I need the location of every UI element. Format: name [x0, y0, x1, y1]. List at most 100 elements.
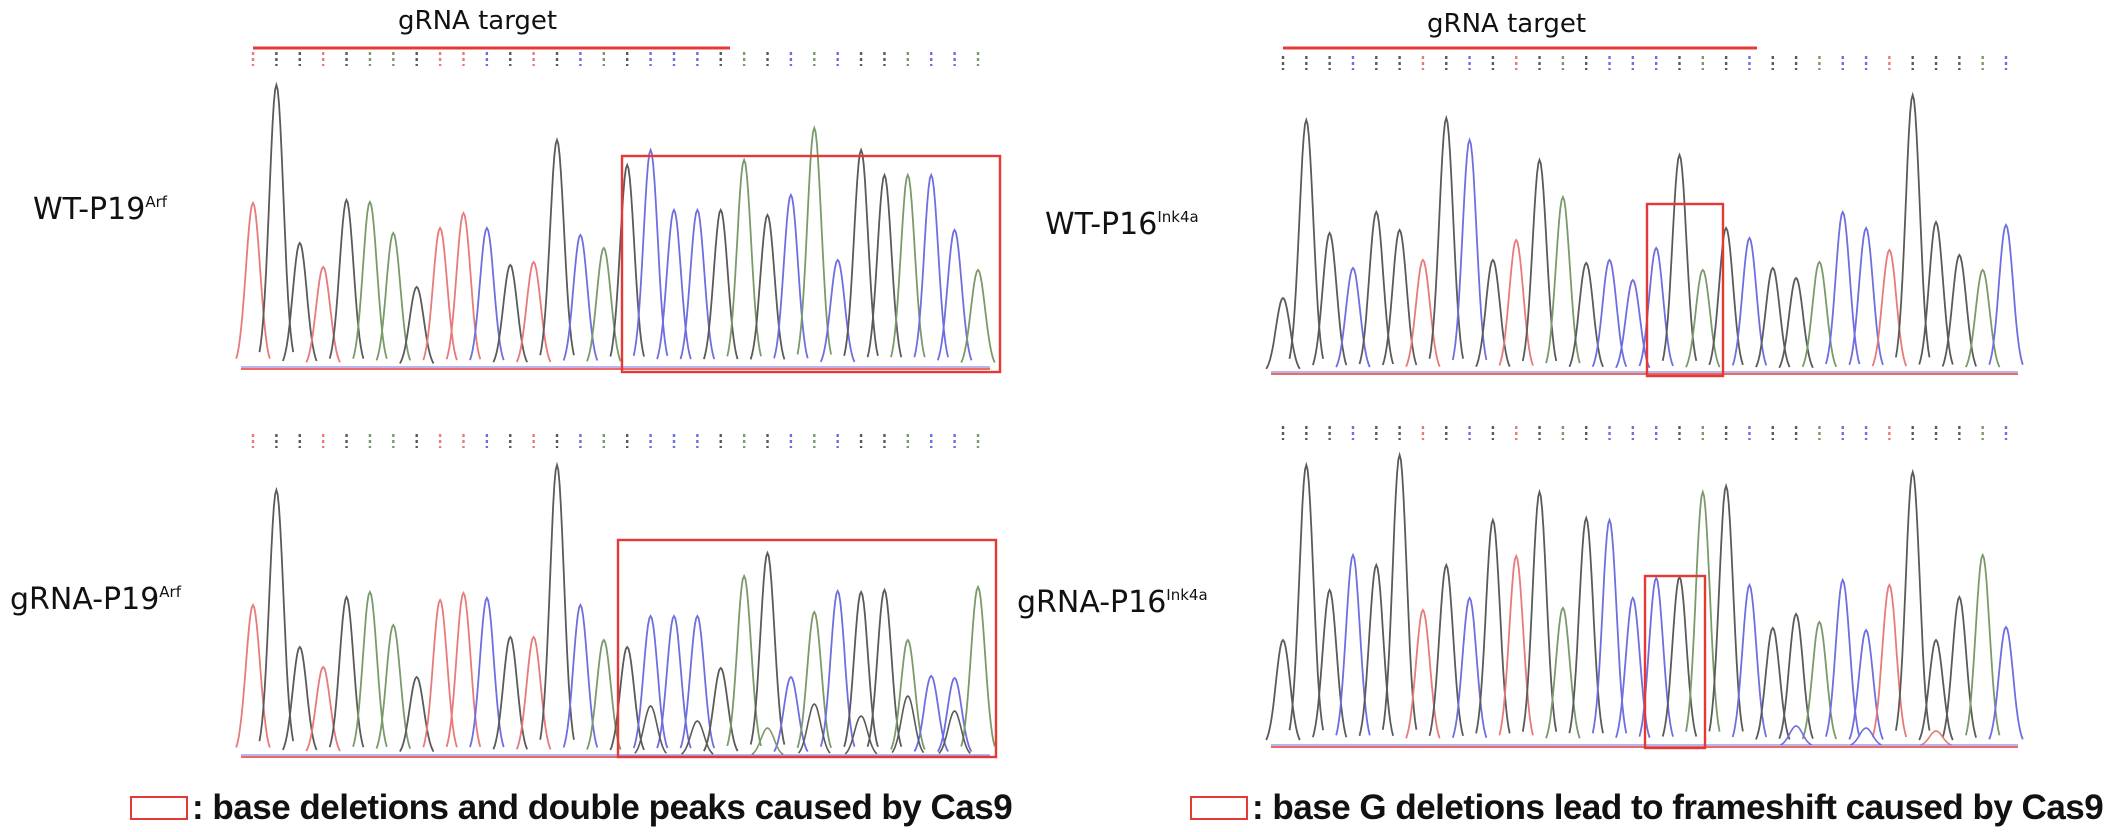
highlight-box	[620, 154, 1002, 374]
chromatogram-peak	[703, 666, 739, 752]
chromatogram-peak	[1801, 260, 1838, 368]
chromatogram-peak	[1871, 582, 1908, 738]
chromatogram-peak	[282, 645, 318, 751]
chromatogram-peak	[1825, 577, 1861, 737]
sample-label-wt-p16: WT-P16Ink4a	[1045, 207, 1199, 242]
chromatogram-peak	[726, 157, 762, 357]
sample-name: WT-P16	[1045, 207, 1158, 242]
chromatogram-peak	[1568, 261, 1604, 368]
chromatogram-peak	[1965, 552, 2001, 736]
chromatogram-peak	[749, 550, 786, 745]
chromatogram-peak	[469, 226, 505, 361]
sample-name: gRNA-P19	[10, 582, 160, 617]
chromatogram-peak	[1918, 638, 1954, 741]
chromatogram-peak	[422, 597, 458, 748]
grna-target-label: gRNA target	[1427, 9, 1587, 39]
chromatogram-peak	[375, 623, 412, 749]
chromatogram-peak	[796, 610, 832, 749]
chromatogram-peak	[1591, 517, 1628, 734]
panel-grna-p16	[1265, 426, 2024, 750]
chromatogram-peak	[1475, 517, 1511, 734]
chromatogram-peak	[469, 595, 505, 748]
sample-label-grna-p19: gRNA-P19Arf	[10, 582, 181, 617]
chromatogram-peak	[1405, 258, 1441, 368]
chromatogram-peak	[1381, 451, 1418, 730]
chromatogram-peak	[726, 573, 762, 747]
highlight-box	[1643, 574, 1707, 750]
grna-target-label: gRNA target	[398, 6, 558, 36]
gene-superscript: Ink4a	[1157, 208, 1199, 226]
chromatogram-peak	[1265, 638, 1301, 741]
chromatogram-peak	[1941, 253, 1977, 367]
chromatogram-peak	[258, 81, 295, 353]
legend-right-text: : base G deletions lead to frameshift ca…	[1252, 788, 2104, 827]
chromatogram-peak	[492, 635, 528, 750]
chromatogram-peak	[819, 588, 856, 747]
chromatogram-peak	[679, 207, 716, 360]
chromatogram-peak	[1265, 296, 1301, 370]
chromatogram-peak	[1895, 468, 1931, 731]
chromatogram-peak	[679, 614, 716, 749]
chromatogram-peak	[1591, 258, 1628, 368]
chromatogram-peak	[258, 486, 295, 742]
chromatogram-peak	[1801, 620, 1838, 740]
chromatogram-peak	[1778, 612, 1814, 739]
chromatogram-peak	[399, 285, 435, 364]
chromatogram-peak	[352, 199, 388, 359]
chromatogram-peak	[328, 197, 365, 359]
chromatogram-peak	[1615, 278, 1651, 369]
sample-name: WT-P19	[33, 192, 146, 227]
chromatogram-peak	[609, 162, 645, 357]
chromatogram-peak	[1848, 628, 1884, 740]
chromatogram-peak	[1731, 236, 1768, 366]
chromatogram-peak	[1545, 606, 1581, 739]
chromatogram-peak	[1312, 231, 1348, 366]
chromatogram-peak	[656, 614, 692, 749]
chromatogram-peak	[796, 125, 832, 355]
chromatogram-peak	[586, 638, 622, 750]
double-peak	[844, 715, 878, 755]
chromatogram-peak	[1755, 626, 1791, 740]
chromatogram-peak	[1778, 276, 1814, 369]
chromatogram-peak	[1335, 552, 1371, 736]
chromatogram-peak	[586, 246, 622, 362]
chromatogram-peak	[936, 228, 973, 361]
panel-grna-p19	[235, 434, 998, 759]
highlight-box	[616, 538, 998, 759]
chromatogram-peak	[773, 675, 809, 753]
chromatogram-peak	[1358, 562, 1394, 737]
chromatogram-peak	[1918, 219, 1954, 365]
chromatogram-peak	[1895, 91, 1931, 358]
chromatogram-peak	[282, 241, 318, 362]
chromatogram-peak	[1708, 226, 1744, 366]
legend-left: : base deletions and double peaks caused…	[130, 788, 1013, 828]
chromatogram-peak	[1498, 553, 1534, 736]
highlight-box	[1645, 202, 1725, 378]
double-peak	[1850, 727, 1883, 746]
chromatogram-peak	[445, 590, 482, 748]
chromatogram-peak	[843, 147, 879, 356]
chromatogram-peak	[539, 461, 575, 740]
chromatogram-peak	[1638, 246, 1674, 367]
chromatogram-peak	[1288, 461, 1324, 731]
chromatogram-peak	[1988, 223, 2024, 365]
chromatogram-peak	[1965, 268, 2001, 368]
chromatogram-peak	[843, 589, 879, 748]
chromatogram-peak	[1731, 582, 1768, 738]
gene-superscript: Arf	[159, 583, 182, 601]
chromatogram-peak	[960, 268, 996, 363]
chromatogram-peak	[1545, 194, 1581, 364]
chromatogram-peak	[960, 584, 996, 747]
double-peak	[681, 720, 714, 755]
chromatogram-peak	[1381, 228, 1418, 366]
chromatogram-peak	[399, 675, 435, 753]
chromatogram-peak	[773, 192, 809, 359]
double-peak	[797, 703, 831, 754]
double-peak	[751, 727, 784, 756]
chromatogram-peak	[1661, 574, 1698, 737]
chromatogram-peak	[1661, 152, 1698, 361]
panel-wt-p19	[235, 46, 1002, 374]
chromatogram-peak	[235, 200, 271, 359]
chromatogram-peak	[632, 614, 669, 749]
